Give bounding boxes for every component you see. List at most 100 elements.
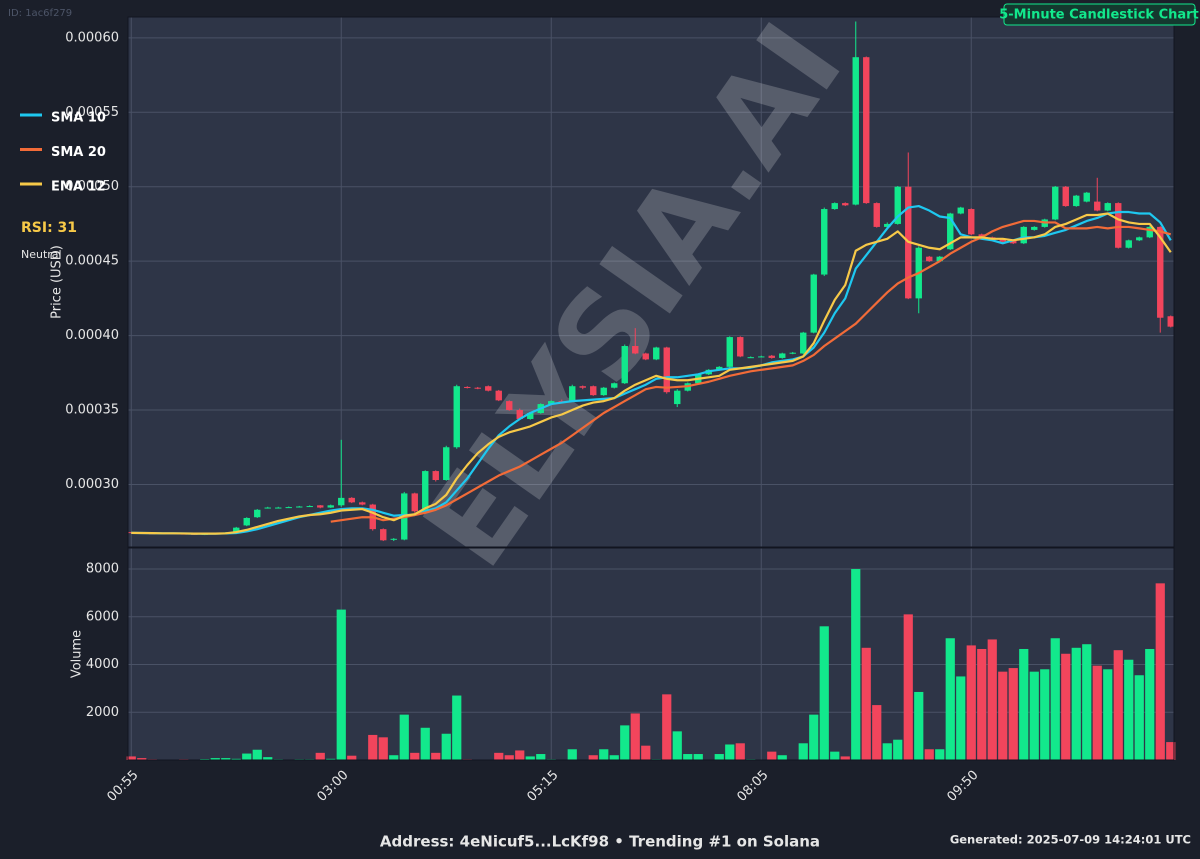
candle-body xyxy=(863,57,870,204)
candle-body xyxy=(359,502,366,505)
y-tick-label: 0.00035 xyxy=(65,403,119,418)
candle-body xyxy=(264,507,271,509)
volume-bar xyxy=(798,743,808,760)
candle-body xyxy=(653,347,660,360)
candle-body xyxy=(233,527,240,533)
candle-body xyxy=(674,390,681,405)
rsi-status: Neutral xyxy=(21,248,62,261)
indicator-line xyxy=(330,219,1172,523)
candle-body xyxy=(936,256,943,262)
candle-body xyxy=(516,410,523,419)
y-tick-label: 0.00055 xyxy=(65,105,119,120)
candle-body xyxy=(1167,316,1174,327)
volume-bar xyxy=(1029,671,1039,760)
volume-bar xyxy=(515,750,525,760)
volume-bar xyxy=(641,745,651,760)
volume-bar xyxy=(336,609,346,760)
candle-body xyxy=(390,538,397,540)
candle-body xyxy=(747,357,754,359)
x-tick-label: 09:50 xyxy=(944,768,981,805)
candle-body xyxy=(884,223,891,227)
candle-body xyxy=(1157,226,1164,318)
candle-body xyxy=(527,413,534,419)
volume-bar xyxy=(1166,742,1176,760)
candle-body xyxy=(1125,240,1132,248)
candle-body xyxy=(842,203,849,206)
candle-body xyxy=(1104,203,1111,211)
volume-bar xyxy=(1050,638,1060,760)
candle-body xyxy=(306,506,313,508)
candle-body xyxy=(1146,226,1153,238)
candle-body xyxy=(957,207,964,214)
volume-bar xyxy=(830,751,840,760)
volume-bar xyxy=(735,743,745,760)
candle-body xyxy=(737,337,744,357)
volume-bar xyxy=(945,638,955,760)
candle-body xyxy=(338,497,345,506)
y-tick-label: 2000 xyxy=(86,705,119,720)
volume-bar xyxy=(672,731,682,760)
candle-body xyxy=(663,347,670,393)
candle-body xyxy=(254,509,261,518)
volume-axis-label: Volume xyxy=(70,630,85,678)
volume-bar xyxy=(525,756,535,760)
candle-body xyxy=(999,238,1006,242)
candle-body xyxy=(464,386,471,388)
volume-bar xyxy=(914,691,924,760)
volume-bar xyxy=(1134,675,1144,760)
volume-bar xyxy=(809,714,819,760)
candle-body xyxy=(894,186,901,224)
candle-body xyxy=(800,332,807,354)
candle-body xyxy=(873,203,880,227)
candle-body xyxy=(810,274,817,333)
volume-bar xyxy=(1082,644,1092,760)
candle-body xyxy=(632,346,639,354)
candle-body xyxy=(642,353,649,360)
candle-body xyxy=(285,507,292,509)
candle-body xyxy=(275,507,282,509)
candle-body xyxy=(422,471,429,512)
volume-bar xyxy=(1103,669,1113,760)
volume-bar xyxy=(620,725,630,760)
y-tick-label: 4000 xyxy=(86,657,119,672)
volume-bar xyxy=(567,749,577,760)
volume-bar xyxy=(998,671,1008,760)
volume-bar xyxy=(882,743,892,760)
candle-body xyxy=(821,209,828,275)
x-tick-label: 08:05 xyxy=(734,768,771,805)
volume-bar xyxy=(662,694,672,760)
candle-body xyxy=(495,390,502,401)
volume-bar xyxy=(1113,650,1123,760)
price-frame xyxy=(127,16,1175,548)
footer-address: Address: 4eNicuf5...LcKf98 • Trending #1… xyxy=(380,833,820,851)
candle-body xyxy=(621,346,628,384)
volume-bar xyxy=(536,754,546,760)
candle-body xyxy=(1062,186,1069,207)
rsi-label: RSI: 31 xyxy=(21,220,77,236)
volume-bar xyxy=(420,727,430,760)
candle-body xyxy=(317,505,324,508)
candle-body xyxy=(1010,240,1017,244)
candle-body xyxy=(506,401,513,411)
volume-bar xyxy=(987,639,997,760)
y-tick-label: 0.00045 xyxy=(65,254,119,269)
candle-body xyxy=(768,355,775,358)
x-tick-label: 05:15 xyxy=(524,768,561,805)
volume-bar xyxy=(221,758,231,760)
volume-bar xyxy=(504,755,514,760)
volume-bar xyxy=(777,755,787,760)
price-plot-area xyxy=(128,17,1174,547)
candle-body xyxy=(1020,226,1027,244)
volume-bar xyxy=(714,754,724,760)
volume-bar xyxy=(1040,669,1050,760)
candle-body xyxy=(1073,195,1080,207)
volume-bar xyxy=(893,739,903,760)
title-badge xyxy=(1003,3,1196,26)
candle-body xyxy=(1136,237,1143,241)
candle-body xyxy=(327,505,334,508)
volume-bar xyxy=(693,754,703,760)
volume-bar xyxy=(1019,648,1029,760)
candle-body xyxy=(779,353,786,358)
